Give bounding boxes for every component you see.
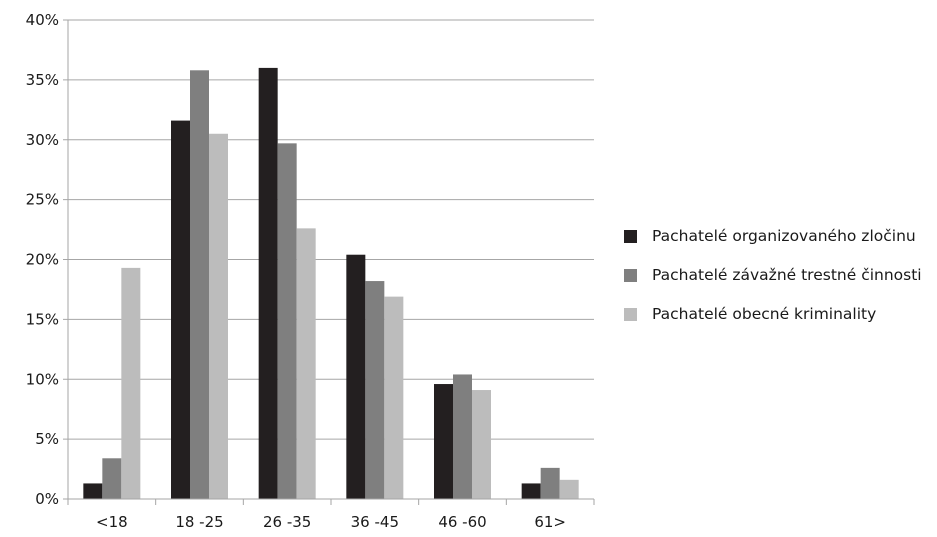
x-tick-label: 61>	[534, 513, 566, 531]
bar-series-2-cat-1	[102, 458, 122, 499]
gridlines	[68, 19, 594, 440]
bar-series-1-cat-4	[346, 254, 366, 499]
x-tick-label: 46 -60	[438, 513, 486, 531]
bar-series-2-cat-2	[190, 70, 209, 500]
y-tick-label: 20%	[26, 251, 59, 269]
x-tick-label: 18 -25	[175, 513, 223, 531]
y-tick-label: 30%	[26, 131, 59, 149]
bar-series-2-cat-5	[453, 374, 472, 499]
legend-swatch-2	[624, 269, 637, 282]
x-tick-label: <18	[96, 513, 128, 531]
bar-series-1-cat-3	[258, 67, 278, 500]
bar-series-1-cat-2	[171, 120, 190, 499]
x-tick-label: 36 -45	[351, 513, 399, 531]
legend-label-2: Pachatelé závažné trestné činnosti	[652, 266, 922, 284]
y-tick-label: 40%	[26, 11, 59, 29]
y-tick-label: 15%	[26, 310, 59, 328]
bars	[83, 67, 579, 500]
legend-swatch-3	[624, 308, 637, 321]
bar-series-1-cat-1	[83, 483, 103, 499]
axes: 0% 5% 10% 15% 20% 25% 30% 35% 40% <18 18 -25 26 -35…	[26, 11, 595, 531]
legend-label-3: Pachatelé obecné kriminality	[652, 305, 876, 323]
bar-series-3-cat-1	[121, 267, 141, 499]
bar-series-1-cat-5	[434, 384, 453, 499]
bar-series-3-cat-3	[296, 228, 316, 500]
bar-series-2-cat-3	[277, 143, 297, 499]
y-tick-label: 5%	[35, 430, 59, 448]
x-tick-label: 26 -35	[263, 513, 311, 531]
bar-series-3-cat-4	[384, 296, 404, 499]
legend-swatch-1	[624, 230, 637, 243]
bar-series-3-cat-6	[559, 479, 579, 499]
y-tick-label: 35%	[26, 71, 59, 89]
bar-series-2-cat-6	[540, 467, 560, 499]
legend: Pachatelé organizovaného zločinu Pachatel…	[624, 227, 922, 323]
bar-series-2-cat-4	[365, 281, 385, 499]
y-tick-label: 0%	[35, 490, 59, 508]
bar-series-3-cat-5	[472, 390, 491, 499]
y-tick-label: 25%	[26, 191, 59, 209]
bar-series-3-cat-2	[209, 133, 228, 499]
bar-series-1-cat-6	[521, 483, 541, 499]
legend-label-1: Pachatelé organizovaného zločinu	[652, 227, 916, 245]
y-tick-label: 10%	[26, 370, 59, 388]
